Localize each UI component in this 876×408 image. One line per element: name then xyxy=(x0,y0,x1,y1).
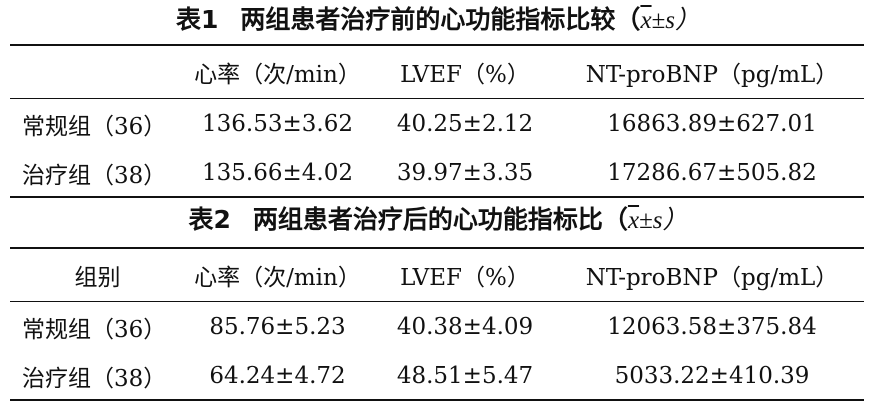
table1-header-heart-rate: 心率（次/min） xyxy=(194,62,361,88)
table2-row2-lvef: 48.51±5.47 xyxy=(396,362,534,389)
table1-caption-stat-open: （ xyxy=(615,5,641,34)
table2-row1-heart-rate: 85.76±5.23 xyxy=(209,313,346,340)
table1: 心率（次/min） LVEF（%） NT-proBNP（pg/mL） 常规组（3… xyxy=(10,46,864,197)
table-row: 治疗组（38） 64.24±4.72 48.51±5.47 5033.22±41… xyxy=(10,351,864,400)
table1-row1-ntprobnp: 16863.89±627.01 xyxy=(607,110,817,137)
table1-header-row: 心率（次/min） LVEF（%） NT-proBNP（pg/mL） xyxy=(10,46,864,98)
table2-caption-title: 两组患者治疗后的心功能指标比 xyxy=(252,205,603,234)
table2-bottom-rule xyxy=(10,399,864,401)
table1-top-rule xyxy=(10,44,864,46)
table2-caption-stat-open: （ xyxy=(602,205,628,234)
table2-row2-group: 治疗组（38） xyxy=(22,365,167,392)
table1-header-group xyxy=(10,46,185,98)
table1-header-lvef: LVEF（%） xyxy=(400,62,530,88)
table2-caption-stat-xbar: x xyxy=(627,207,640,234)
table1-header-rule xyxy=(10,98,864,99)
table1-bottom-rule xyxy=(10,196,864,198)
table1-row2-heart-rate: 135.66±4.02 xyxy=(202,159,353,186)
table1-caption-number: 表1 xyxy=(176,5,219,34)
table-row: 治疗组（38） 135.66±4.02 39.97±3.35 17286.67±… xyxy=(10,148,864,197)
table1-caption-title: 两组患者治疗前的心功能指标比较 xyxy=(240,5,616,34)
table1-caption-stat-rest: ±s） xyxy=(651,7,700,34)
table1-row1-lvef: 40.25±2.12 xyxy=(396,110,534,137)
table1-row1-group: 常规组（36） xyxy=(22,113,167,140)
table2-header-row: 组别 心率（次/min） LVEF（%） NT-proBNP（pg/mL） xyxy=(10,249,864,301)
table2-header-rule xyxy=(10,301,864,302)
table2-row1-lvef: 40.38±4.09 xyxy=(396,313,534,340)
table2-header-group: 组别 xyxy=(74,265,121,291)
table1-row2-group: 治疗组（38） xyxy=(22,162,167,189)
table2-row2-ntprobnp: 5033.22±410.39 xyxy=(614,362,810,389)
table2: 组别 心率（次/min） LVEF（%） NT-proBNP（pg/mL） 常规… xyxy=(10,249,864,400)
table2-row1-ntprobnp: 12063.58±375.84 xyxy=(607,313,817,340)
table1-caption: 表1 两组患者治疗前的心功能指标比较（x±s） xyxy=(0,3,876,38)
table1-row2-lvef: 39.97±3.35 xyxy=(396,159,534,186)
table2-caption-stat-rest: ±s） xyxy=(639,207,688,234)
table1-row1-heart-rate: 136.53±3.62 xyxy=(202,110,353,137)
table2-header-ntprobnp: NT-proBNP（pg/mL） xyxy=(585,265,839,291)
table1-header-ntprobnp: NT-proBNP（pg/mL） xyxy=(585,62,839,88)
table2-caption-number: 表2 xyxy=(188,205,231,234)
table2-header-lvef: LVEF（%） xyxy=(400,265,530,291)
table2-row2-heart-rate: 64.24±4.72 xyxy=(209,362,346,389)
table2-caption: 表2 两组患者治疗后的心功能指标比（x±s） xyxy=(0,203,876,238)
table2-header-heart-rate: 心率（次/min） xyxy=(194,265,361,291)
table-row: 常规组（36） 85.76±5.23 40.38±4.09 12063.58±3… xyxy=(10,302,864,351)
table2-top-rule xyxy=(10,247,864,249)
table-row: 常规组（36） 136.53±3.62 40.25±2.12 16863.89±… xyxy=(10,99,864,148)
table2-row1-group: 常规组（36） xyxy=(22,316,167,343)
table1-row2-ntprobnp: 17286.67±505.82 xyxy=(607,159,817,186)
table1-caption-stat-xbar: x xyxy=(640,7,652,34)
